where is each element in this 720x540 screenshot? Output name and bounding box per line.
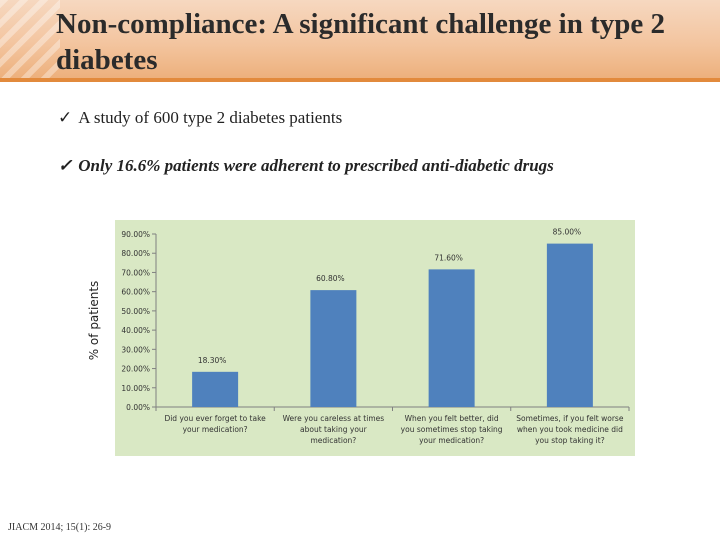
check-icon: ✓ <box>58 156 73 175</box>
title-underline <box>0 78 720 82</box>
bar-value-label: 18.30% <box>198 356 227 365</box>
category-label: Did you ever forget to take <box>164 414 266 423</box>
y-tick-label: 30.00% <box>121 345 150 354</box>
bullet-text: A study of 600 type 2 diabetes patients <box>78 108 343 127</box>
category-label: your medication? <box>183 425 248 434</box>
slide-title: Non-compliance: A significant challenge … <box>56 8 665 76</box>
bar <box>546 243 593 407</box>
category-label: Were you careless at times <box>283 414 385 423</box>
title-decoration <box>0 0 60 82</box>
category-label: Sometimes, if you felt worse <box>516 414 624 423</box>
bar-value-label: 60.80% <box>316 274 345 283</box>
bar-value-label: 71.60% <box>434 253 463 262</box>
category-label: when you took medicine did <box>517 425 623 434</box>
y-tick-label: 10.00% <box>121 384 150 393</box>
y-tick-label: 20.00% <box>121 365 150 374</box>
y-tick-label: 40.00% <box>121 326 150 335</box>
y-tick-label: 60.00% <box>121 288 150 297</box>
y-tick-label: 0.00% <box>126 403 150 412</box>
category-label: you stop taking it? <box>535 436 605 445</box>
chart-svg: % of patients 0.00% 10.00% 20.00% 30.00% 40.0… <box>87 220 635 456</box>
category-label: When you felt better, did <box>405 414 499 423</box>
bar <box>192 371 239 407</box>
category-label: medication? <box>310 436 356 445</box>
citation: JIACM 2014; 15(1): 26-9 <box>8 522 112 533</box>
category-label: about taking your <box>300 425 368 434</box>
y-tick-label: 90.00% <box>121 230 150 239</box>
category-label: you sometimes stop taking <box>401 425 503 434</box>
bar <box>310 290 357 407</box>
check-icon: ✓ <box>58 108 73 127</box>
bullet-adherence: ✓ Only 16.6% patients were adherent to pr… <box>58 156 554 176</box>
bar <box>428 269 475 407</box>
bullet-text: Only 16.6% patients were adherent to pre… <box>78 156 554 175</box>
adherence-bar-chart: % of patients 0.00% 10.00% 20.00% 30.00% 40.0… <box>80 218 640 460</box>
y-tick-label: 80.00% <box>121 249 150 258</box>
category-label: your medication? <box>419 436 484 445</box>
title-bar <box>0 0 720 82</box>
y-tick-label: 50.00% <box>121 307 150 316</box>
bar-value-label: 85.00% <box>553 228 582 237</box>
y-tick-label: 70.00% <box>121 268 150 277</box>
y-axis-label: % of patients <box>87 281 101 361</box>
bullet-study-size: ✓ A study of 600 type 2 diabetes patients <box>58 108 342 128</box>
